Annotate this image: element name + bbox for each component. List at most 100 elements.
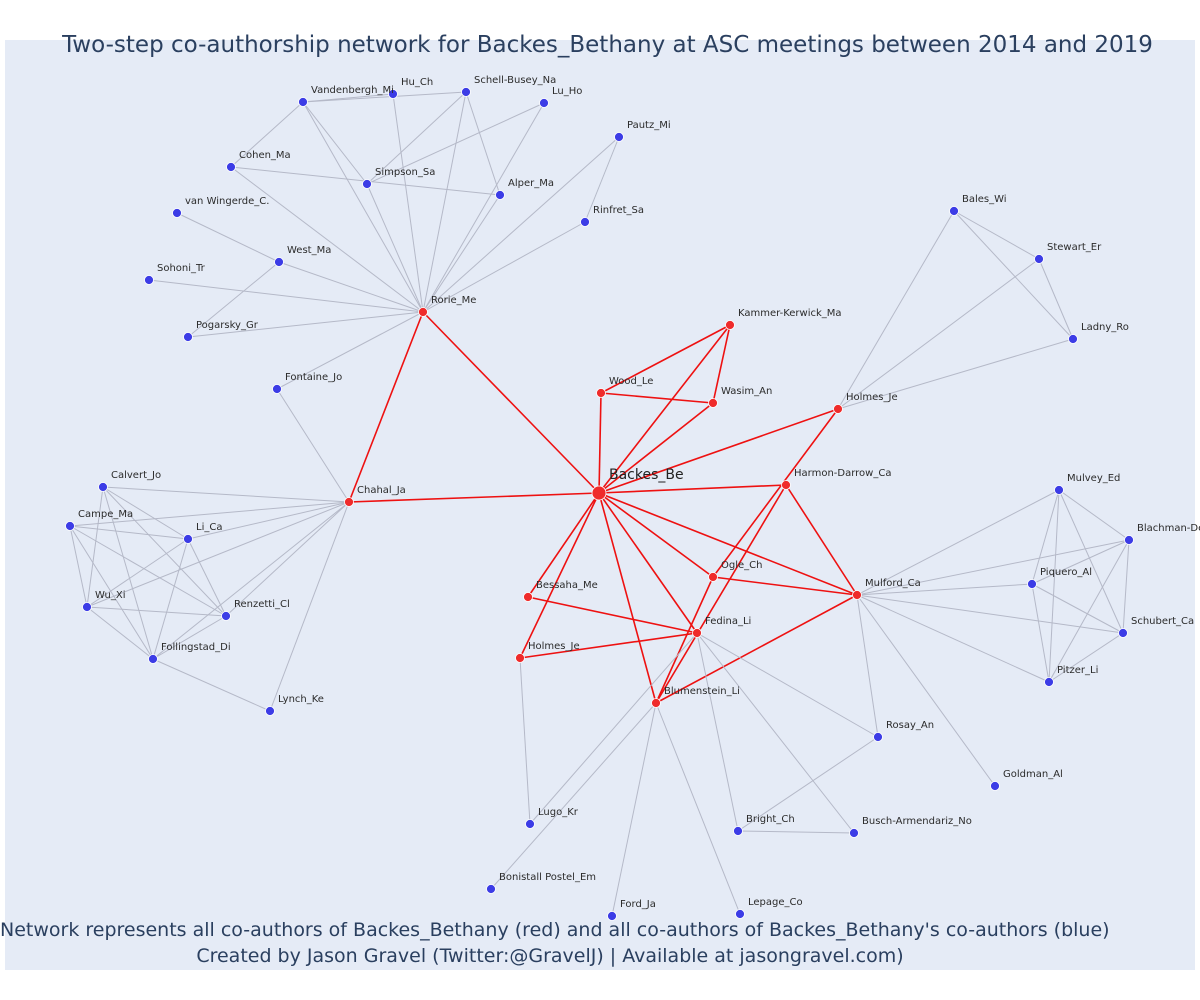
node-alper-ma[interactable] <box>495 190 505 200</box>
node-label-bales-wi: Bales_Wi <box>962 194 1007 205</box>
node-label-mulvey-ed: Mulvey_Ed <box>1067 473 1120 484</box>
node-label-backes-be: Backes_Be <box>609 467 684 483</box>
node-bessaha-me[interactable] <box>523 592 533 602</box>
node-backes-be[interactable] <box>591 485 607 501</box>
node-mulford-ca[interactable] <box>852 590 862 600</box>
node-follingstad-di[interactable] <box>148 654 158 664</box>
node-renzetti-cl[interactable] <box>221 611 231 621</box>
second-step-edge <box>276 311 424 390</box>
node-lugo-kr[interactable] <box>525 819 535 829</box>
second-step-edge <box>86 538 189 608</box>
node-busch-armendariz-no[interactable] <box>849 828 859 838</box>
node-calvert-jo[interactable] <box>98 482 108 492</box>
coauthor-edge <box>598 492 657 704</box>
node-rinfret-sa[interactable] <box>580 217 590 227</box>
second-step-edge <box>148 279 424 313</box>
node-bales-wi[interactable] <box>949 206 959 216</box>
coauthor-edge <box>598 324 731 494</box>
coauthor-edge <box>655 484 787 704</box>
node-goldman-al[interactable] <box>990 781 1000 791</box>
node-label-sohoni-tr: Sohoni_Tr <box>157 263 206 274</box>
node-label-bessaha-me: Bessaha_Me <box>536 580 598 591</box>
node-campe-ma[interactable] <box>65 521 75 531</box>
second-step-edge <box>696 632 879 738</box>
second-step-edge <box>102 486 350 503</box>
node-simpson-sa[interactable] <box>362 179 372 189</box>
second-step-edge <box>422 102 545 313</box>
node-fontaine-jo[interactable] <box>272 384 282 394</box>
node-rorie-me[interactable] <box>418 307 428 317</box>
node-hu-ch[interactable] <box>388 89 398 99</box>
second-step-edge <box>102 486 189 540</box>
node-pogarsky-gr[interactable] <box>183 332 193 342</box>
node-ladny-ro[interactable] <box>1068 334 1078 344</box>
node-ogle-ch[interactable] <box>708 572 718 582</box>
footer-caption: Network represents all co-authors of Bac… <box>0 919 1110 941</box>
node-harmon-darrow-ca[interactable] <box>781 480 791 490</box>
node-wu-xi[interactable] <box>82 602 92 612</box>
node-west-ma[interactable] <box>274 257 284 267</box>
node-lynch-ke[interactable] <box>265 706 275 716</box>
node-mulvey-ed[interactable] <box>1054 485 1064 495</box>
node-holmes-je-2[interactable] <box>515 653 525 663</box>
coauthor-edge <box>712 324 731 404</box>
second-step-edge <box>611 702 657 917</box>
second-step-edge <box>86 606 227 617</box>
second-step-edge <box>837 258 1040 410</box>
node-cohen-ma[interactable] <box>226 162 236 172</box>
coauthor-edge <box>519 492 600 659</box>
node-label-pitzer-li: Pitzer_Li <box>1057 665 1098 676</box>
node-ford-ja[interactable] <box>607 911 617 921</box>
node-fedina-li[interactable] <box>692 628 702 638</box>
node-rosay-an[interactable] <box>873 732 883 742</box>
node-label-wood-le: Wood_Le <box>609 376 653 387</box>
second-step-edge <box>69 525 189 540</box>
node-chahal-ja[interactable] <box>344 497 354 507</box>
node-schell-busey-na[interactable] <box>461 87 471 97</box>
node-lepage-co[interactable] <box>735 909 745 919</box>
coauthor-edge <box>527 492 600 598</box>
second-step-edge <box>1058 489 1124 634</box>
second-step-edge <box>152 501 350 660</box>
node-pautz-mi[interactable] <box>614 132 624 142</box>
node-lu-ho[interactable] <box>539 98 549 108</box>
second-step-edge <box>584 136 620 223</box>
node-bright-ch[interactable] <box>733 826 743 836</box>
node-blumenstein-li[interactable] <box>651 698 661 708</box>
node-van-wingerde-c[interactable] <box>172 208 182 218</box>
coauthor-edge <box>712 576 858 596</box>
coauthor-edge <box>598 492 858 596</box>
second-step-edge <box>392 93 424 313</box>
node-wasim-an[interactable] <box>708 398 718 408</box>
second-step-edge <box>490 702 657 890</box>
node-stewart-er[interactable] <box>1034 254 1044 264</box>
node-pitzer-li[interactable] <box>1044 677 1054 687</box>
second-step-edge <box>837 210 955 410</box>
node-holmes-je[interactable] <box>833 404 843 414</box>
second-step-edge <box>856 539 1130 596</box>
node-bonistall-postel-em[interactable] <box>486 884 496 894</box>
second-step-edge <box>1031 539 1130 585</box>
node-label-goldman-al: Goldman_Al <box>1003 769 1063 780</box>
node-label-cohen-ma: Cohen_Ma <box>239 150 291 161</box>
node-blachman-de[interactable] <box>1124 535 1134 545</box>
node-li-ca[interactable] <box>183 534 193 544</box>
second-step-edge <box>696 632 855 834</box>
node-kammer-kerwick-ma[interactable] <box>725 320 735 330</box>
node-label-alper-ma: Alper_Ma <box>508 178 554 189</box>
second-step-edge <box>1122 539 1130 634</box>
second-step-edge <box>102 486 227 617</box>
second-step-edge <box>187 538 227 617</box>
node-label-van-wingerde-c: van Wingerde_C. <box>185 196 269 207</box>
node-label-ogle-ch: Ogle_Ch <box>721 560 762 571</box>
node-schubert-ca[interactable] <box>1118 628 1128 638</box>
node-piquero-al[interactable] <box>1027 579 1037 589</box>
node-sohoni-tr[interactable] <box>144 275 154 285</box>
second-step-edge <box>856 489 1060 596</box>
node-vandenbergh-mi[interactable] <box>298 97 308 107</box>
node-wood-le[interactable] <box>596 388 606 398</box>
second-step-edge <box>187 311 424 338</box>
coauthor-edge <box>655 594 858 704</box>
second-step-edge <box>422 194 501 313</box>
second-step-edge <box>465 91 501 196</box>
